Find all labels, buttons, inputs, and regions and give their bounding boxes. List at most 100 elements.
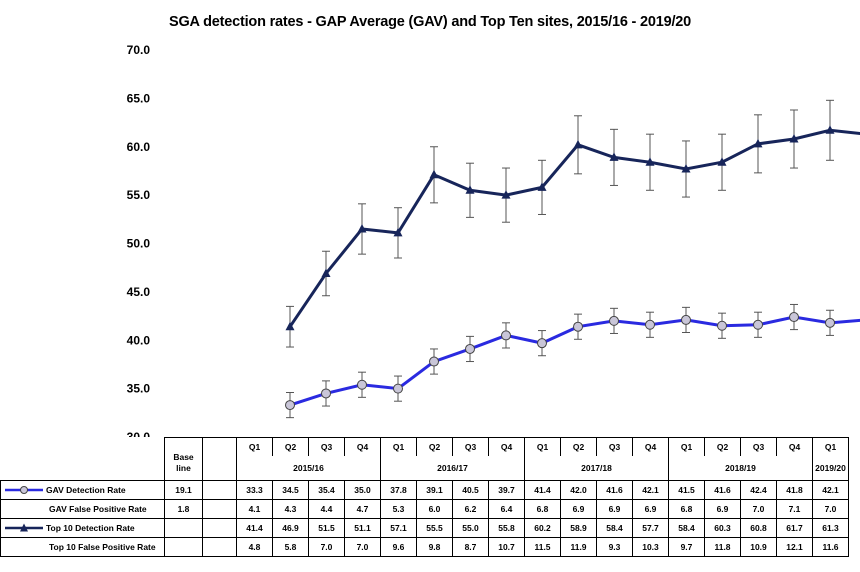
row-label-text: GAV False Positive Rate — [49, 504, 147, 514]
data-point — [717, 320, 727, 331]
table-cell: 7.0 — [308, 537, 345, 557]
table-cell: 39.7 — [488, 480, 525, 500]
quarter-header: Q1 — [812, 437, 849, 456]
table-cell: 57.7 — [632, 518, 669, 538]
data-point — [825, 125, 835, 134]
table-cell: 6.4 — [488, 499, 525, 519]
data-point — [501, 190, 511, 199]
data-point — [285, 400, 295, 411]
table-cell: 58.9 — [560, 518, 597, 538]
table-cell: 35.4 — [308, 480, 345, 500]
table-cell: 11.8 — [704, 537, 741, 557]
year-header: 2017/18 — [524, 456, 669, 481]
data-point — [825, 317, 835, 328]
table-cell: 58.4 — [668, 518, 705, 538]
table-cell: 6.8 — [668, 499, 705, 519]
y-tick-label: 30.0 — [127, 430, 151, 437]
table-cell: 40.5 — [452, 480, 489, 500]
data-point — [573, 321, 583, 332]
table-cell: 4.8 — [236, 537, 273, 557]
data-point — [645, 157, 655, 166]
table-cell: 61.3 — [812, 518, 849, 538]
y-tick-label: 55.0 — [127, 188, 151, 202]
table-cell: 57.1 — [380, 518, 417, 538]
legend-triangle-marker — [5, 523, 43, 532]
baseline-header: Base line — [164, 437, 203, 481]
series-line — [288, 128, 860, 328]
table-cell: 7.1 — [776, 499, 813, 519]
legend-circle-marker — [5, 486, 43, 495]
gap-cell — [202, 537, 237, 557]
data-point — [753, 319, 763, 330]
y-tick-label: 45.0 — [127, 285, 151, 299]
table-cell: 6.2 — [452, 499, 489, 519]
table-cell: 9.3 — [596, 537, 633, 557]
table-cell: 6.9 — [560, 499, 597, 519]
table-cell: 37.8 — [380, 480, 417, 500]
baseline-value: 1.8 — [164, 499, 203, 519]
table-row-label: Top 10 Detection Rate — [0, 518, 165, 538]
data-point — [357, 379, 367, 390]
data-point — [609, 152, 619, 161]
y-axis: 30.0 35.0 40.0 45.0 50.0 55.0 60.0 65.0 70.0 — [127, 43, 151, 437]
table-cell: 41.4 — [236, 518, 273, 538]
table-cell: 55.8 — [488, 518, 525, 538]
table-cell: 34.5 — [272, 480, 309, 500]
year-header: 2019/20 — [812, 456, 849, 481]
quarter-header: Q1 — [236, 437, 273, 456]
table-cell: 6.9 — [596, 499, 633, 519]
baseline-value — [164, 518, 203, 538]
data-point — [393, 383, 403, 394]
table-cell: 11.5 — [524, 537, 561, 557]
line-chart: 30.0 35.0 40.0 45.0 50.0 55.0 60.0 65.0 70.0 — [127, 43, 860, 437]
table-cell: 58.4 — [596, 518, 633, 538]
data-point — [789, 134, 799, 143]
table-cell: 9.6 — [380, 537, 417, 557]
data-point — [537, 338, 547, 349]
table-cell: 51.1 — [344, 518, 381, 538]
data-point — [609, 315, 619, 326]
error-bars — [286, 99, 834, 419]
table-cell: 42.1 — [632, 480, 669, 500]
table-cell: 60.3 — [704, 518, 741, 538]
table-cell: 42.4 — [740, 480, 777, 500]
data-point — [681, 314, 691, 325]
data-point — [465, 185, 475, 194]
gap-cell — [202, 480, 237, 500]
table-cell: 5.3 — [380, 499, 417, 519]
table-cell: 60.2 — [524, 518, 561, 538]
table-cell: 46.9 — [272, 518, 309, 538]
table-cell: 11.9 — [560, 537, 597, 557]
table-cell: 10.3 — [632, 537, 669, 557]
quarter-header: Q2 — [560, 437, 597, 456]
table-corner — [0, 437, 165, 481]
table-cell: 8.7 — [452, 537, 489, 557]
series-markers — [285, 125, 835, 411]
row-label-text: Top 10 Detection Rate — [46, 522, 135, 533]
table-cell: 4.1 — [236, 499, 273, 519]
year-header: 2016/17 — [380, 456, 525, 481]
table-cell: 10.9 — [740, 537, 777, 557]
quarter-header: Q2 — [272, 437, 309, 456]
row-label-text: Top 10 False Positive Rate — [49, 542, 156, 552]
baseline-value — [164, 537, 203, 557]
y-tick-label: 35.0 — [127, 382, 151, 396]
table-cell: 61.7 — [776, 518, 813, 538]
table-cell: 41.4 — [524, 480, 561, 500]
table-cell: 9.7 — [668, 537, 705, 557]
data-point — [465, 343, 475, 354]
table-cell: 33.3 — [236, 480, 273, 500]
table-cell: 55.5 — [416, 518, 453, 538]
table-cell: 5.8 — [272, 537, 309, 557]
gap-cell — [202, 437, 237, 481]
quarter-header: Q4 — [632, 437, 669, 456]
data-point — [645, 319, 655, 330]
table-cell: 42.1 — [812, 480, 849, 500]
quarter-header: Q3 — [308, 437, 345, 456]
quarter-header: Q4 — [776, 437, 813, 456]
table-row-label: GAV Detection Rate — [0, 480, 165, 500]
table-cell: 35.0 — [344, 480, 381, 500]
table-cell: 41.6 — [704, 480, 741, 500]
table-cell: 4.3 — [272, 499, 309, 519]
table-cell: 6.9 — [632, 499, 669, 519]
